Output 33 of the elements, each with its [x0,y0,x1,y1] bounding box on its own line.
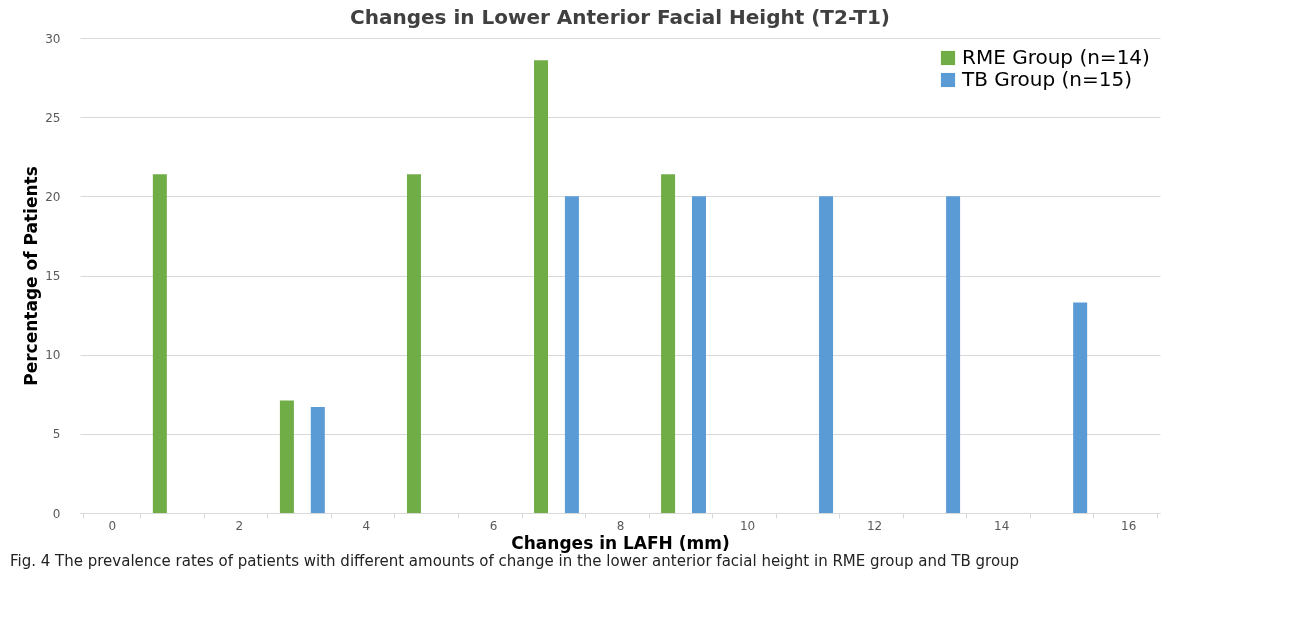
x-tick-label: 4 [362,518,371,533]
bar [534,60,549,513]
bar [564,196,579,513]
x-tick-label: 8 [616,518,625,533]
x-tick-label: 0 [108,518,117,533]
x-tick-label: 6 [489,518,498,533]
caption: Fig. 4 The prevalence rates of patients with different amounts of change in the lower anterior facial height in RME group and TB group [10,552,1020,570]
x-tick-label: 12 [866,518,883,533]
bar [819,196,834,513]
y-tick-label: 10 [45,348,61,363]
bar [152,174,167,513]
bar [946,196,961,513]
bar [691,196,706,513]
y-tick-label: 5 [52,427,61,442]
x-axis-title: Changes in LAFH (mm) [511,532,730,553]
y-tick-label: 25 [45,110,61,125]
y-tick-label: 30 [45,31,61,46]
y-tick-label: 15 [45,269,61,283]
legend-label: RME Group (n=14) [962,45,1150,69]
bar [406,174,421,513]
y-tick-label: 20 [45,189,61,204]
bar [661,174,676,513]
y-tick-label: 0 [52,506,61,521]
chart-title: Changes in Lower Anterior Facial Height (T2-T1) [350,5,890,29]
bar [279,400,294,513]
bar [1073,302,1088,513]
x-tick-label: 10 [739,518,756,533]
legend-label: TB Group (n=15) [961,67,1133,91]
bar [310,406,325,513]
x-tick-label: 2 [235,518,244,533]
x-tick-label: 14 [994,518,1010,533]
y-axis-title: Percentage of Patients [21,166,42,386]
x-tick-label: 16 [1121,518,1137,533]
